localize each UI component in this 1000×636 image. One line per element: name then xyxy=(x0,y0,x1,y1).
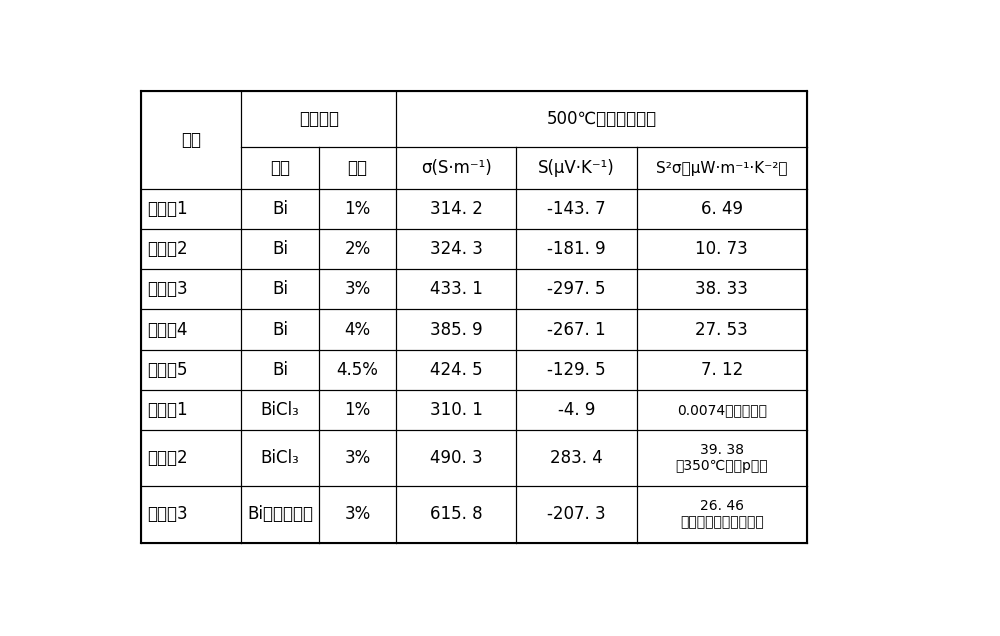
Text: 4%: 4% xyxy=(344,321,371,338)
Text: 对比例3: 对比例3 xyxy=(147,506,187,523)
Text: 490. 3: 490. 3 xyxy=(430,449,483,467)
Text: 6. 49: 6. 49 xyxy=(701,200,743,218)
Text: -267. 1: -267. 1 xyxy=(547,321,606,338)
Text: 314. 2: 314. 2 xyxy=(430,200,483,218)
Text: 含量: 含量 xyxy=(348,159,368,177)
Text: -207. 3: -207. 3 xyxy=(547,506,606,523)
Text: 实施例2: 实施例2 xyxy=(147,240,187,258)
Text: BiCl₃: BiCl₃ xyxy=(261,449,299,467)
Text: 615. 8: 615. 8 xyxy=(430,506,483,523)
Text: 310. 1: 310. 1 xyxy=(430,401,483,419)
Text: 433. 1: 433. 1 xyxy=(430,280,483,298)
Text: 283. 4: 283. 4 xyxy=(550,449,603,467)
Text: 10. 73: 10. 73 xyxy=(695,240,748,258)
Text: Bi（熔炼法）: Bi（熔炼法） xyxy=(247,506,313,523)
Text: 4.5%: 4.5% xyxy=(337,361,378,378)
Text: 3%: 3% xyxy=(344,449,371,467)
Text: 1%: 1% xyxy=(344,401,371,419)
Text: 实施例3: 实施例3 xyxy=(147,280,187,298)
Text: 实施例4: 实施例4 xyxy=(147,321,187,338)
Text: 实施例5: 实施例5 xyxy=(147,361,187,378)
Text: 385. 9: 385. 9 xyxy=(430,321,483,338)
Text: 掺杂元素: 掺杂元素 xyxy=(299,110,339,128)
Text: S(μV·K⁻¹): S(μV·K⁻¹) xyxy=(538,159,615,177)
Text: -297. 5: -297. 5 xyxy=(547,280,606,298)
Text: 项目: 项目 xyxy=(181,131,201,149)
Text: BiCl₃: BiCl₃ xyxy=(261,401,299,419)
Text: 0.0074（性能差）: 0.0074（性能差） xyxy=(677,403,767,417)
Text: 7. 12: 7. 12 xyxy=(701,361,743,378)
Text: S²σ（μW·m⁻¹·K⁻²）: S²σ（μW·m⁻¹·K⁻²） xyxy=(656,161,788,176)
Text: 2%: 2% xyxy=(344,240,371,258)
Text: 424. 5: 424. 5 xyxy=(430,361,483,378)
Text: 对比例1: 对比例1 xyxy=(147,401,187,419)
Text: 种类: 种类 xyxy=(270,159,290,177)
Text: 3%: 3% xyxy=(344,506,371,523)
Text: Bi: Bi xyxy=(272,240,288,258)
Text: 27. 53: 27. 53 xyxy=(695,321,748,338)
Text: -143. 7: -143. 7 xyxy=(547,200,606,218)
Text: 38. 33: 38. 33 xyxy=(695,280,748,298)
Text: 3%: 3% xyxy=(344,280,371,298)
Text: 实施例1: 实施例1 xyxy=(147,200,187,218)
Text: -129. 5: -129. 5 xyxy=(547,361,606,378)
Text: 324. 3: 324. 3 xyxy=(430,240,483,258)
Text: 对比例2: 对比例2 xyxy=(147,449,187,467)
Text: Bi: Bi xyxy=(272,321,288,338)
Text: Bi: Bi xyxy=(272,361,288,378)
Text: 39. 38
（350℃变为p型）: 39. 38 （350℃变为p型） xyxy=(675,443,768,473)
Text: σ(S·m⁻¹): σ(S·m⁻¹) xyxy=(421,159,492,177)
Text: -181. 9: -181. 9 xyxy=(547,240,606,258)
Text: 500℃时的热电性能: 500℃时的热电性能 xyxy=(547,110,657,128)
Text: 1%: 1% xyxy=(344,200,371,218)
Text: 26. 46
（不是纳米结构材料）: 26. 46 （不是纳米结构材料） xyxy=(680,499,764,530)
Text: -4. 9: -4. 9 xyxy=(558,401,595,419)
Text: Bi: Bi xyxy=(272,200,288,218)
Text: Bi: Bi xyxy=(272,280,288,298)
